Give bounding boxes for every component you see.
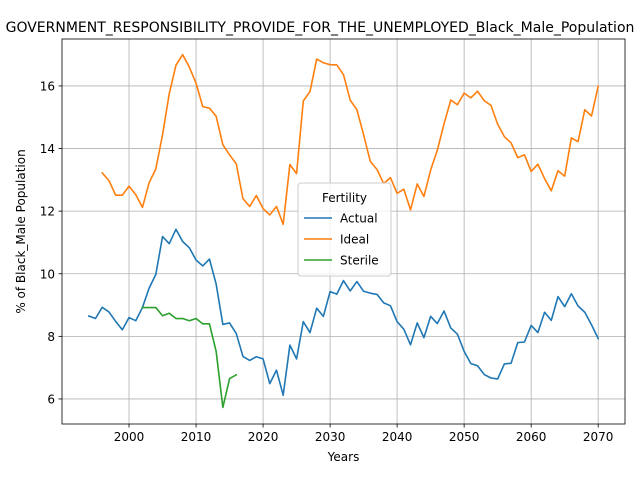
x-tick-label: 2060 xyxy=(516,430,547,444)
legend-label-actual: Actual xyxy=(340,212,378,226)
x-tick-label: 2010 xyxy=(181,430,212,444)
x-tick-label: 2030 xyxy=(315,430,346,444)
x-tick-label: 2040 xyxy=(382,430,413,444)
y-tick-label: 16 xyxy=(40,79,55,93)
x-tick-label: 2020 xyxy=(248,430,279,444)
x-tick-label: 2050 xyxy=(449,430,480,444)
chart-title: GOVERNMENT_RESPONSIBILITY_PROVIDE_FOR_TH… xyxy=(6,20,635,36)
legend-label-sterile: Sterile xyxy=(340,254,379,268)
legend-title: Fertility xyxy=(322,191,367,205)
legend: Fertility Actual Ideal Sterile xyxy=(298,183,391,276)
y-tick-label: 12 xyxy=(40,205,55,219)
x-axis-label: Years xyxy=(327,450,360,464)
y-tick-label: 10 xyxy=(40,267,55,281)
y-axis-label: % of Black_Male Population xyxy=(14,149,28,313)
legend-label-ideal: Ideal xyxy=(340,233,369,247)
y-tick-label: 14 xyxy=(40,142,55,156)
x-tick-label: 2070 xyxy=(583,430,614,444)
y-tick-label: 8 xyxy=(47,330,55,344)
y-tick-label: 6 xyxy=(47,392,55,406)
x-tick-label: 2000 xyxy=(114,430,145,444)
